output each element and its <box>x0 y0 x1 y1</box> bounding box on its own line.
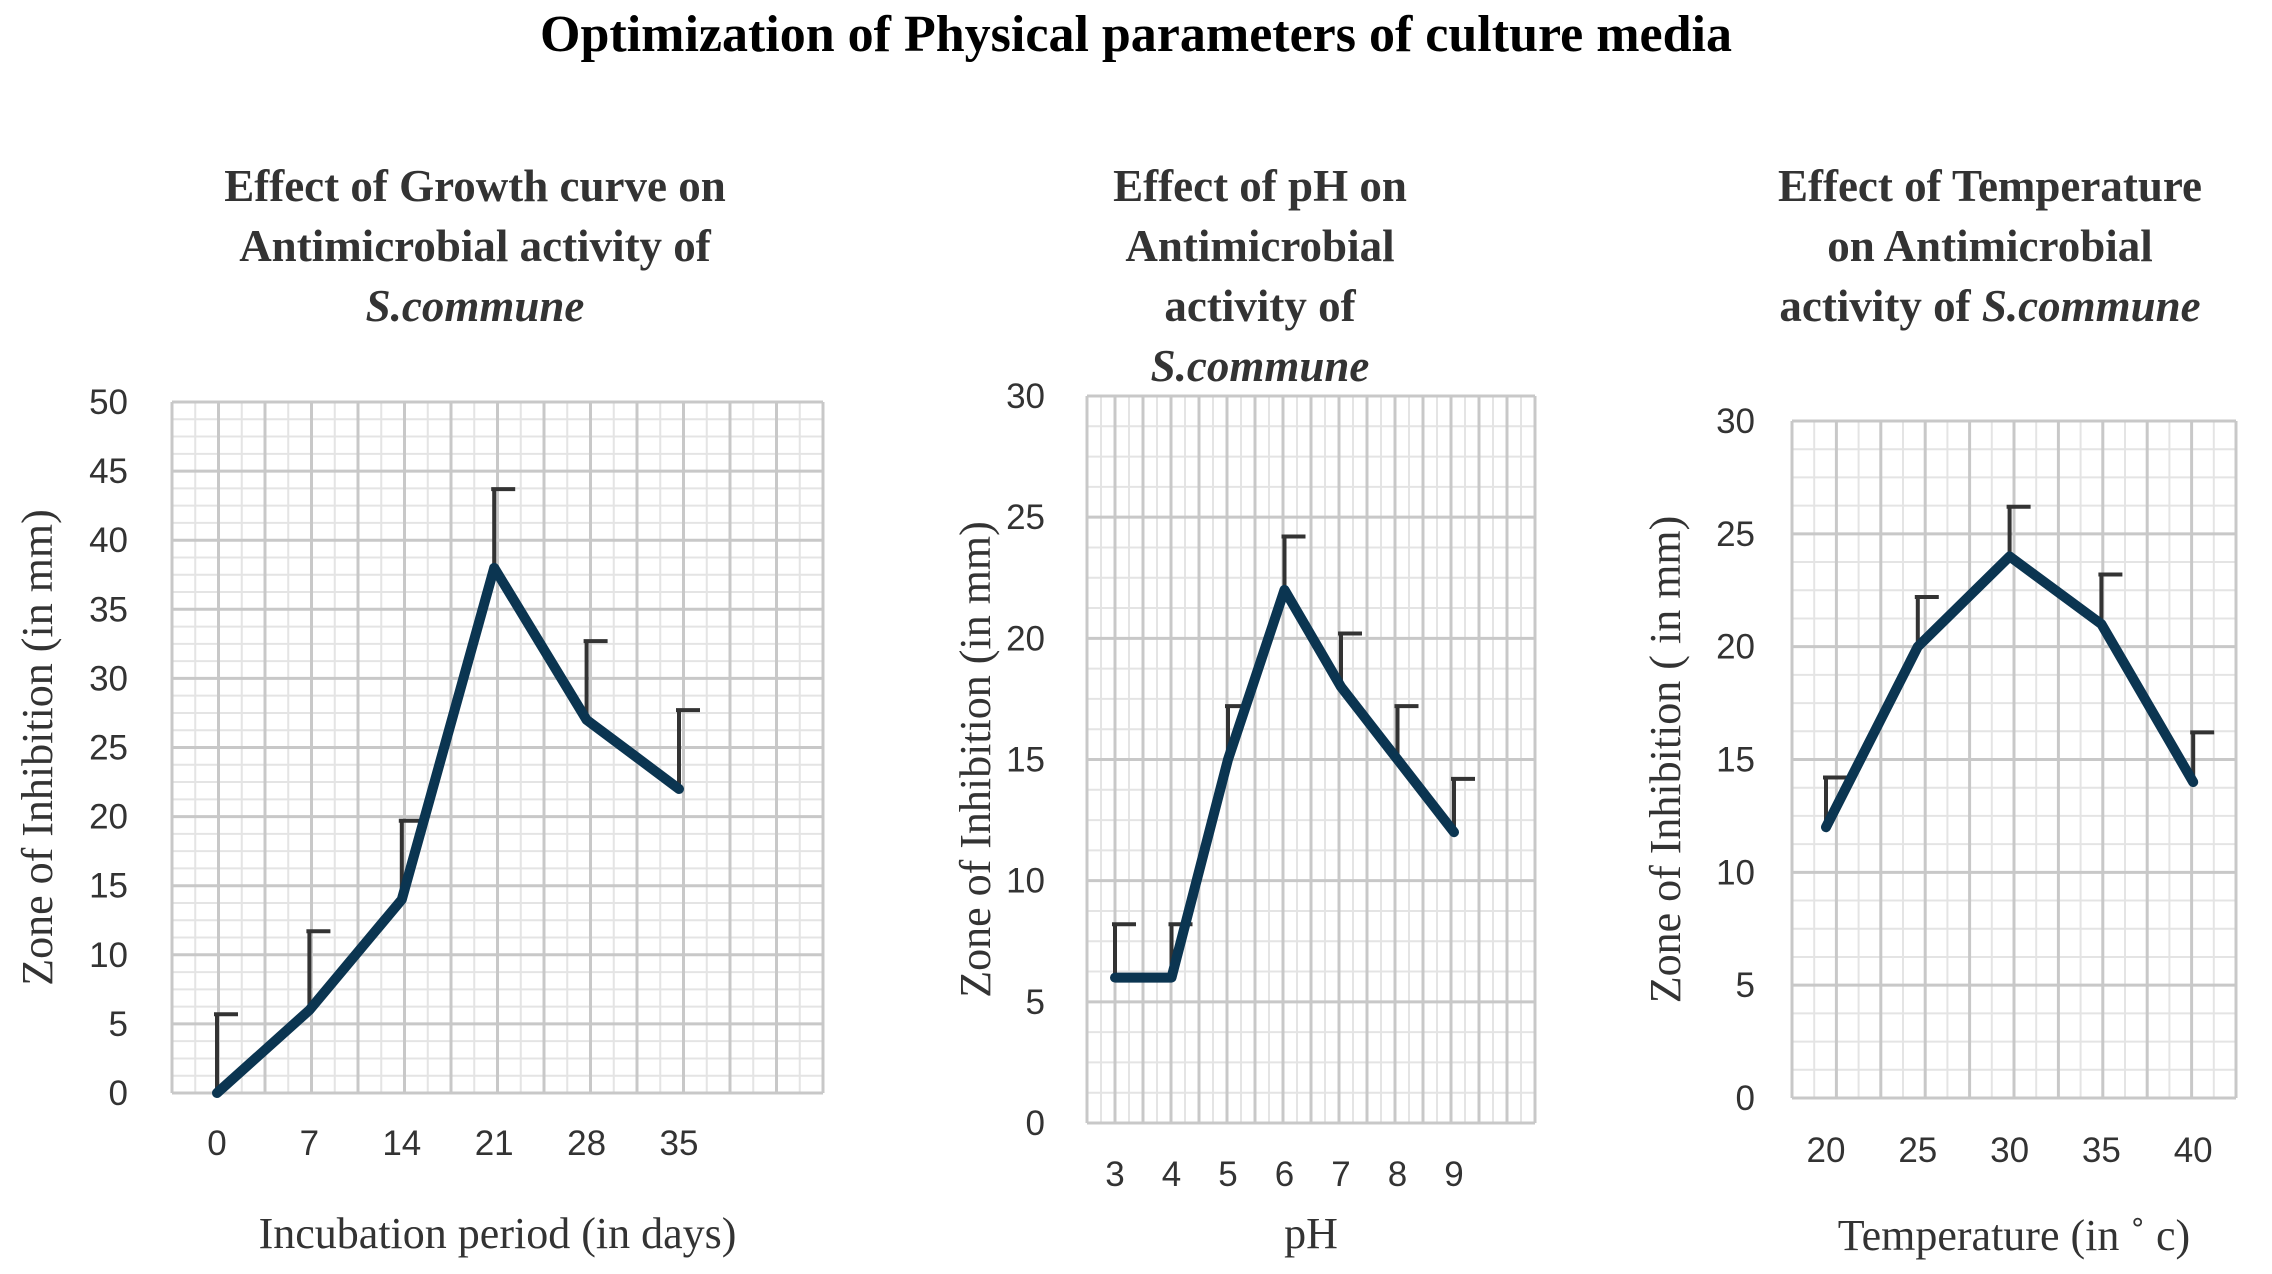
chart-3-y-axis-label: Zone of Inhibition ( in mm) <box>1641 516 1690 1004</box>
chart-3-title-line-3: activity of S.commune <box>1710 276 2270 336</box>
main-title: Optimization of Physical parameters of c… <box>540 6 1732 63</box>
chart-3-x-tick-label: 40 <box>2174 1131 2213 1170</box>
chart-1-y-tick-label: 0 <box>109 1074 128 1113</box>
chart-3-y-tick-label: 0 <box>1736 1079 1755 1118</box>
chart-1-x-tick-label: 14 <box>382 1124 421 1163</box>
chart-1-x-tick-label: 0 <box>207 1124 226 1163</box>
chart-2-x-tick-label: 5 <box>1218 1155 1237 1194</box>
chart-1-x-tick-label: 35 <box>660 1124 699 1163</box>
chart-1-title: Effect of Growth curve on Antimicrobial … <box>130 156 820 336</box>
chart-2-y-tick-label: 30 <box>1006 377 1045 416</box>
chart-1-y-axis-label: Zone of Inhibition (in mm) <box>13 509 62 986</box>
chart-3-x-tick-label: 20 <box>1807 1131 1846 1170</box>
chart-1-plot: 0 5 10 15 20 25 30 35 40 45 50 0 7 14 21 28 35 Incubation… <box>13 383 825 1258</box>
chart-2-title-line-1: Effect of pH on <box>1113 161 1407 211</box>
chart-2-y-tick-label: 0 <box>1026 1104 1045 1143</box>
chart-3-y-tick-label: 20 <box>1716 628 1755 667</box>
chart-2-y-tick-label: 5 <box>1026 983 1045 1022</box>
chart-3-title-italic: S.commune <box>1981 281 2201 331</box>
chart-3-y-tick-label: 10 <box>1716 853 1755 892</box>
chart-1-x-tick-label: 28 <box>567 1124 606 1163</box>
chart-1-y-tick-label: 20 <box>89 798 128 837</box>
chart-1-y-tick-label: 15 <box>89 867 128 906</box>
chart-1-y-tick-label: 45 <box>89 452 128 491</box>
chart-1-x-axis-label: Incubation period (in days) <box>259 1209 737 1258</box>
chart-1-y-tick-label: 50 <box>89 383 128 422</box>
chart-3-plot: 0 5 10 15 20 25 30 20 25 30 35 40 Temperature (in ˚ … <box>1641 402 2238 1260</box>
chart-1-series-line <box>212 562 684 1098</box>
chart-1-y-tick-label: 5 <box>109 1005 128 1044</box>
chart-3-y-tick-label: 25 <box>1716 515 1755 554</box>
chart-3-title-line-1: Effect of Temperature <box>1777 161 2203 211</box>
chart-1-x-tick-label: 7 <box>300 1124 319 1163</box>
chart-2-x-axis-label: pH <box>1284 1209 1338 1258</box>
chart-2-y-tick-label: 15 <box>1006 741 1045 780</box>
chart-2-x-tick-label: 7 <box>1331 1155 1350 1194</box>
chart-3-title-prefix: activity of <box>1779 281 1982 331</box>
chart-3-y-tick-label: 30 <box>1716 402 1755 441</box>
chart-3-series-line <box>1821 551 2199 833</box>
chart-3-x-axis-label: Temperature (in ˚ c) <box>1838 1211 2190 1260</box>
chart-3-y-tick-label: 15 <box>1716 741 1755 780</box>
chart-1-title-line-2: Antimicrobial activity of <box>239 221 711 271</box>
chart-2-x-tick-label: 8 <box>1388 1155 1407 1194</box>
chart-3-title: Effect of Temperature on Antimicrobial a… <box>1710 156 2270 336</box>
chart-2-x-tick-label: 3 <box>1105 1155 1124 1194</box>
chart-3-title-line-2: on Antimicrobial <box>1827 221 2153 271</box>
chart-1-title-line-1: Effect of Growth curve on <box>224 161 726 211</box>
chart-1-title-italic: S.commune <box>365 281 585 331</box>
chart-1-y-tick-label: 35 <box>89 590 128 629</box>
chart-2-title-line-3: activity of <box>1164 281 1356 331</box>
chart-3-x-tick-label: 25 <box>1898 1131 1937 1170</box>
chart-2-y-tick-label: 20 <box>1006 619 1045 658</box>
chart-1-y-tick-label: 40 <box>89 521 128 560</box>
chart-2-title: Effect of pH on Antimicrobial activity o… <box>1000 156 1520 396</box>
chart-3-x-tick-label: 35 <box>2082 1131 2121 1170</box>
chart-2-series-line <box>1110 584 1459 983</box>
chart-1-y-tick-label: 10 <box>89 936 128 975</box>
chart-3-x-tick-label: 30 <box>1990 1131 2029 1170</box>
chart-1-x-tick-label: 21 <box>475 1124 514 1163</box>
chart-1-y-tick-label: 25 <box>89 729 128 768</box>
chart-2-title-line-2: Antimicrobial <box>1125 221 1395 271</box>
chart-2-x-tick-label: 9 <box>1444 1155 1463 1194</box>
chart-2-y-tick-label: 25 <box>1006 498 1045 537</box>
chart-2-title-italic: S.commune <box>1150 341 1370 391</box>
chart-2-y-axis-label: Zone of Inhibition (in mm) <box>951 521 1000 998</box>
chart-2-x-tick-label: 6 <box>1275 1155 1294 1194</box>
chart-3-y-tick-label: 5 <box>1736 966 1755 1005</box>
chart-2-x-tick-label: 4 <box>1162 1155 1181 1194</box>
chart-1-y-tick-label: 30 <box>89 659 128 698</box>
chart-2-y-tick-label: 10 <box>1006 862 1045 901</box>
